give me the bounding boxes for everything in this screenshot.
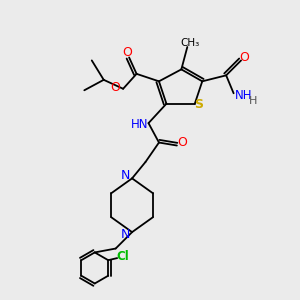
Text: S: S xyxy=(194,98,203,111)
Text: CH₃: CH₃ xyxy=(181,38,200,47)
Text: O: O xyxy=(122,46,132,59)
Text: O: O xyxy=(177,136,187,149)
Text: H: H xyxy=(249,96,257,106)
Text: NH: NH xyxy=(234,89,252,102)
Text: N: N xyxy=(121,169,130,182)
Text: O: O xyxy=(239,51,249,64)
Text: Cl: Cl xyxy=(117,250,130,263)
Text: O: O xyxy=(111,81,121,94)
Text: N: N xyxy=(121,228,130,241)
Text: HN: HN xyxy=(131,118,148,131)
